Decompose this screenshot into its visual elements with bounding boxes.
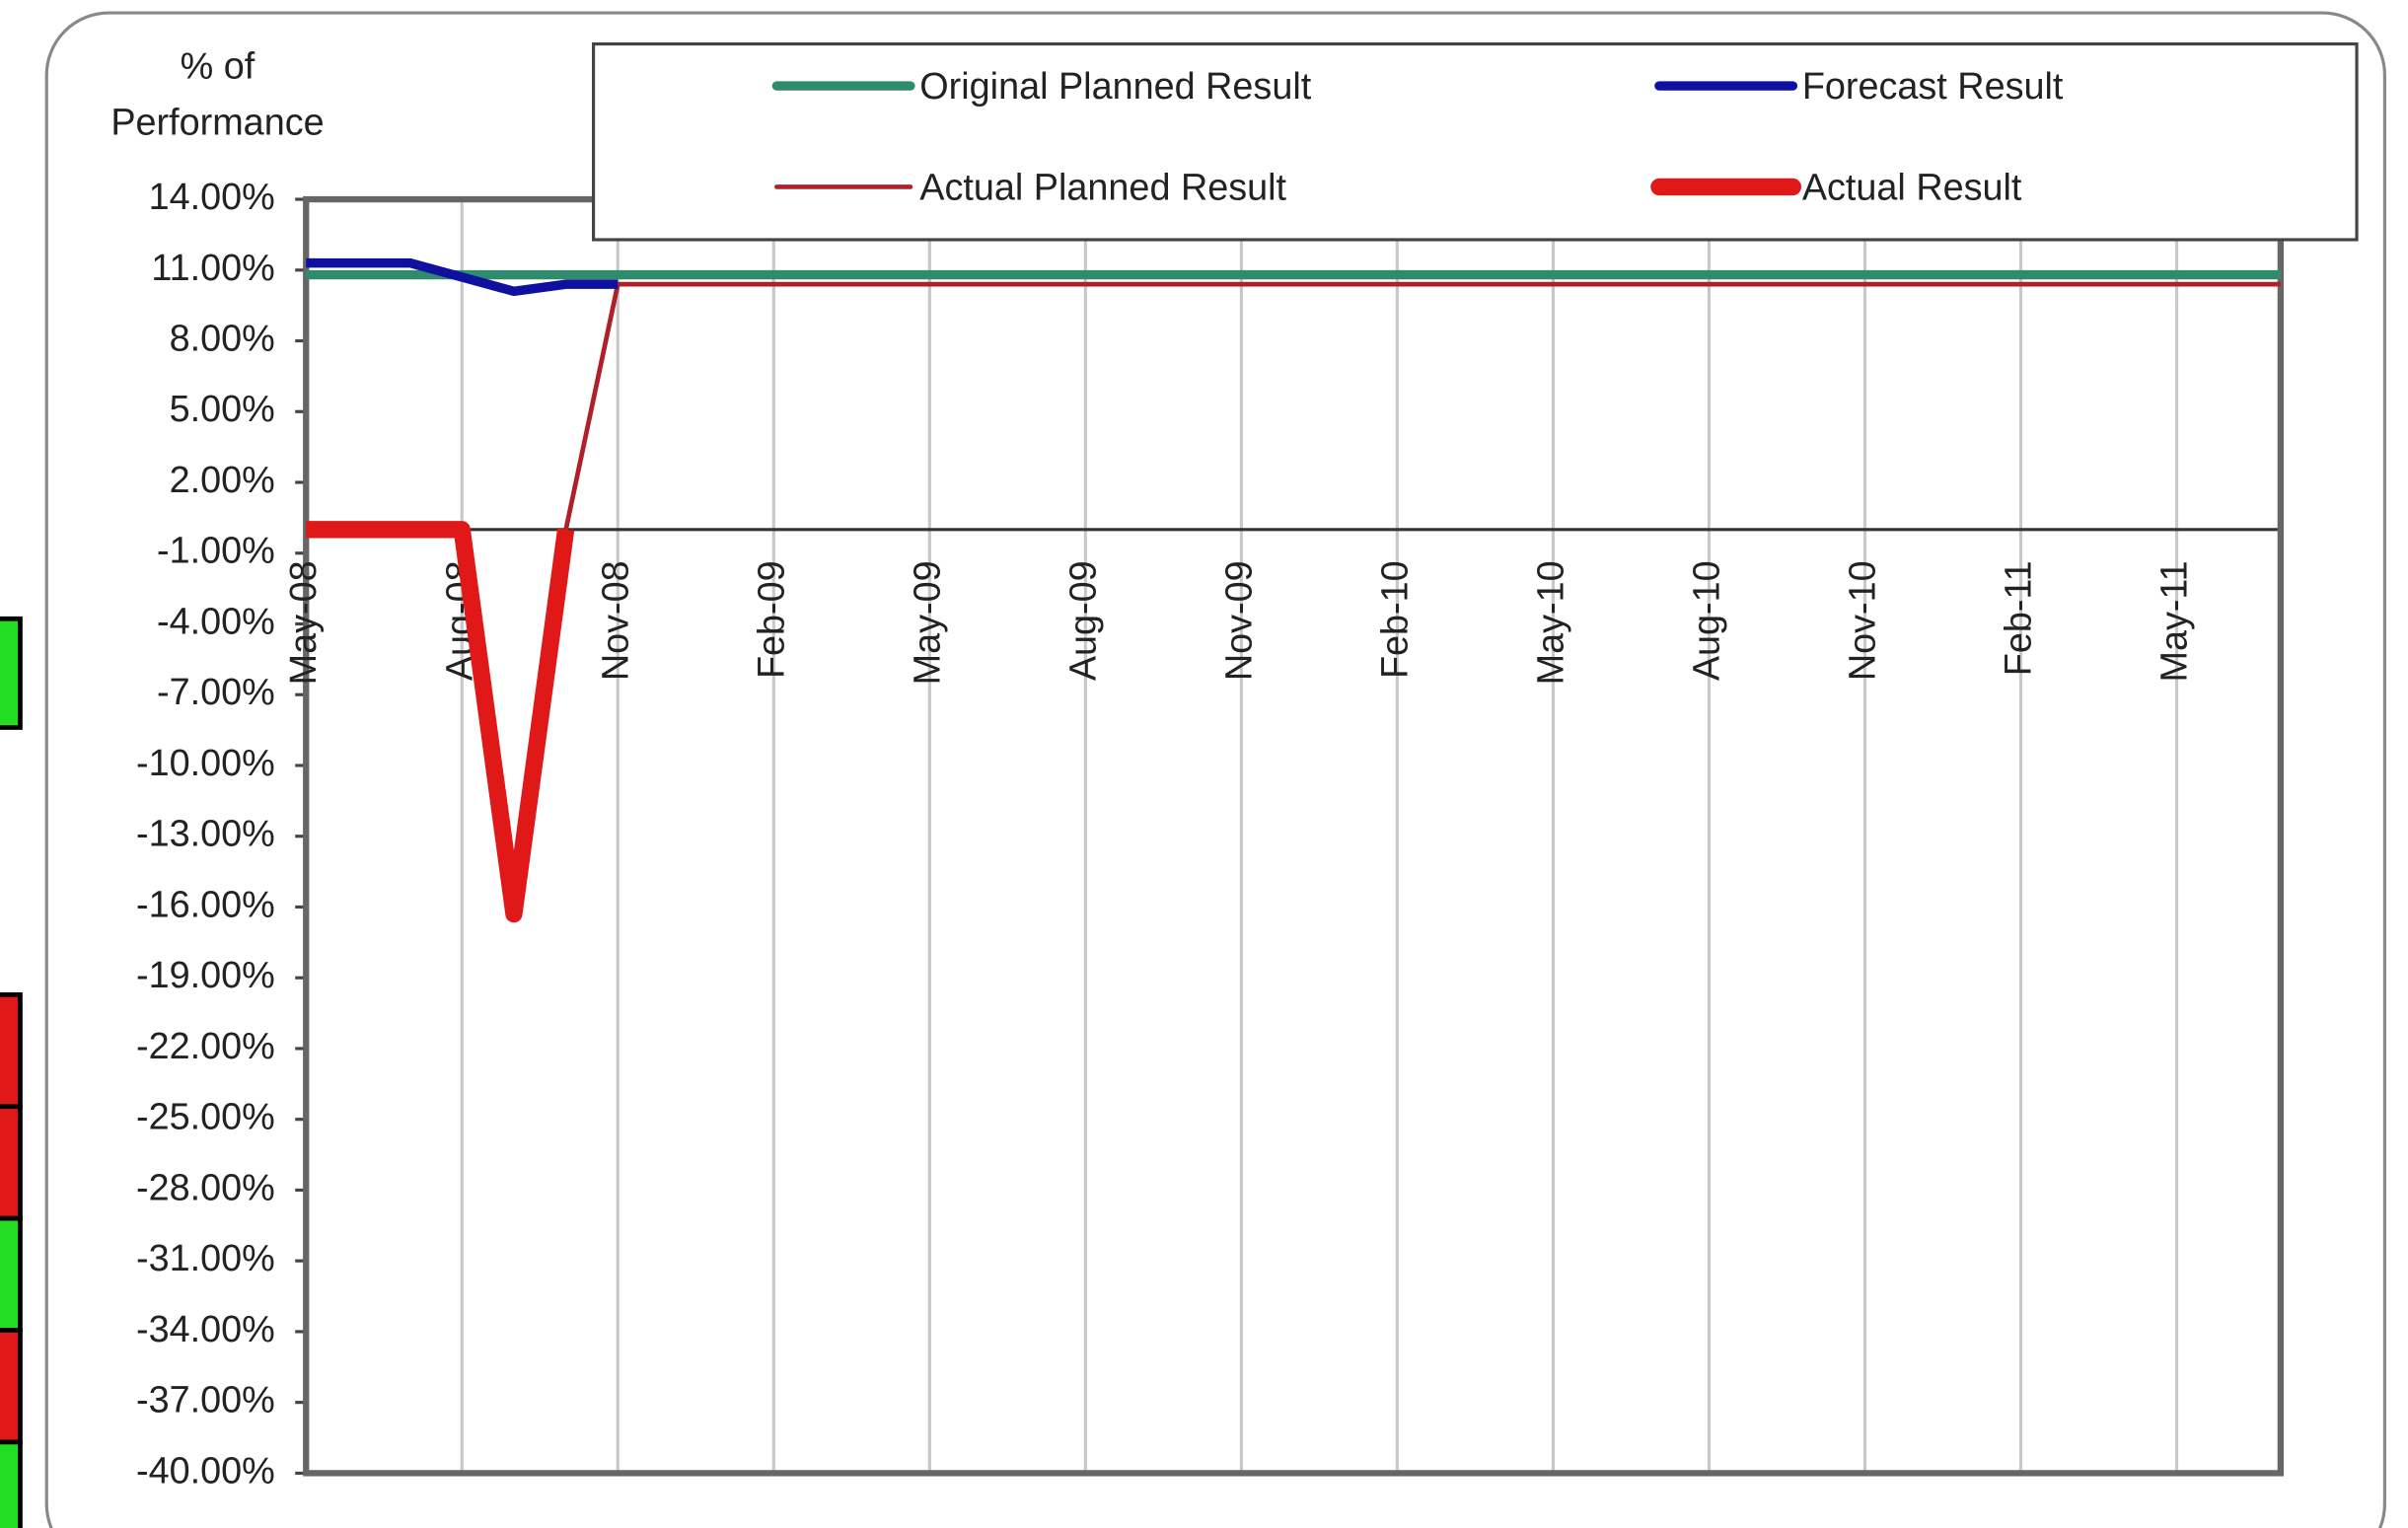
- x-tick-label: Feb-09: [751, 560, 792, 679]
- x-tick-label: May-10: [1530, 560, 1571, 685]
- y-tick-label: 11.00%: [151, 248, 274, 289]
- y-tick-label: -1.00%: [157, 531, 275, 572]
- legend-label: Actual Result: [1802, 168, 2022, 209]
- legend-label: Forecast Result: [1802, 66, 2064, 108]
- x-tick-label: Feb-11: [1998, 560, 2039, 676]
- plot-area: 14.00% 11.00% 8.00% 5.00% 2.00% -1.00% -4.00% -…: [136, 177, 2285, 1492]
- y-tick-label: -40.00%: [136, 1450, 275, 1492]
- x-tick-label: May-08: [283, 560, 325, 685]
- y-tick-label: 2.00%: [170, 460, 275, 501]
- legend-label: Original Planned Result: [919, 66, 1311, 108]
- y-tick-label: -28.00%: [136, 1167, 275, 1208]
- y-tick-label: 8.00%: [170, 319, 275, 360]
- status-box: [0, 1215, 23, 1333]
- legend-label: Actual Planned Result: [919, 168, 1286, 209]
- x-tick-label: Nov-09: [1218, 560, 1260, 681]
- plot-background: [306, 199, 2281, 1474]
- y-tick-label: -22.00%: [136, 1026, 275, 1067]
- y-tick-label: -7.00%: [157, 672, 275, 713]
- y-tick-label: -10.00%: [136, 743, 275, 784]
- status-box: [0, 1439, 23, 1528]
- series-line: [306, 257, 619, 297]
- series-line: [306, 521, 575, 923]
- y-axis-label: % of Performance: [110, 46, 324, 144]
- x-tick-label: Aug-10: [1686, 560, 1727, 681]
- y-tick-label: -19.00%: [136, 955, 275, 996]
- y-tick-label: 14.00%: [149, 177, 275, 218]
- x-tick-label: May-11: [2153, 560, 2195, 682]
- y-tick-label: -25.00%: [136, 1097, 275, 1138]
- x-tick-label: Nov-08: [595, 560, 636, 681]
- status-box: [0, 1328, 23, 1445]
- legend-box: [592, 41, 2359, 242]
- status-box: [0, 616, 23, 730]
- x-tick-label: Aug-09: [1062, 560, 1104, 681]
- x-tick-label: Nov-10: [1842, 560, 1883, 681]
- status-box: [0, 992, 23, 1110]
- x-tick-label: May-09: [907, 560, 948, 685]
- y-tick-label: -34.00%: [136, 1309, 275, 1350]
- y-tick-label: -31.00%: [136, 1238, 275, 1279]
- x-tick-label: Feb-10: [1374, 560, 1416, 679]
- y-tick-label: -37.00%: [136, 1380, 275, 1421]
- y-tick-label: -4.00%: [157, 601, 275, 642]
- y-tick-label: -16.00%: [136, 884, 275, 925]
- y-tick-label: 5.00%: [170, 389, 275, 430]
- series-line: [306, 281, 2281, 917]
- status-box: [0, 1104, 23, 1221]
- y-tick-label: -13.00%: [136, 814, 275, 855]
